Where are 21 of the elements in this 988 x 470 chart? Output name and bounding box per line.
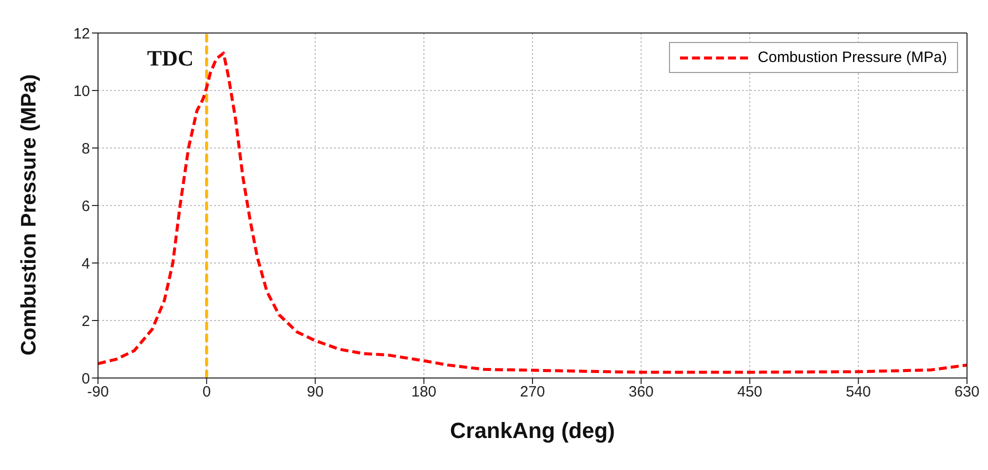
x-tick-label: -90 [87,384,109,401]
y-tick-label: 2 [82,312,90,330]
ref-line-label: TDC [147,46,194,71]
y-tick-label: 4 [82,255,90,272]
x-tick-label: 0 [202,384,211,401]
x-tick-label: 90 [306,384,324,401]
y-axis-title: Combustion Pressure (MPa) [17,74,40,356]
x-tick-label: 540 [846,384,871,401]
x-tick-label: 450 [737,384,762,401]
y-tick-label: 6 [82,198,90,215]
line-series [98,52,967,374]
y-tick-label: 10 [73,82,90,100]
x-tick-label: 630 [954,384,980,401]
x-tick-label: 360 [628,384,654,401]
x-tick-label: 270 [520,384,546,401]
x-axis-title: CrankAng (deg) [450,418,615,443]
x-tick-label: 180 [411,384,436,401]
y-tick-label: 0 [82,370,90,388]
legend-label: Combustion Pressure (MPa) [758,49,947,66]
y-tick-label: 8 [82,140,90,158]
y-tick-label: 12 [73,25,90,42]
